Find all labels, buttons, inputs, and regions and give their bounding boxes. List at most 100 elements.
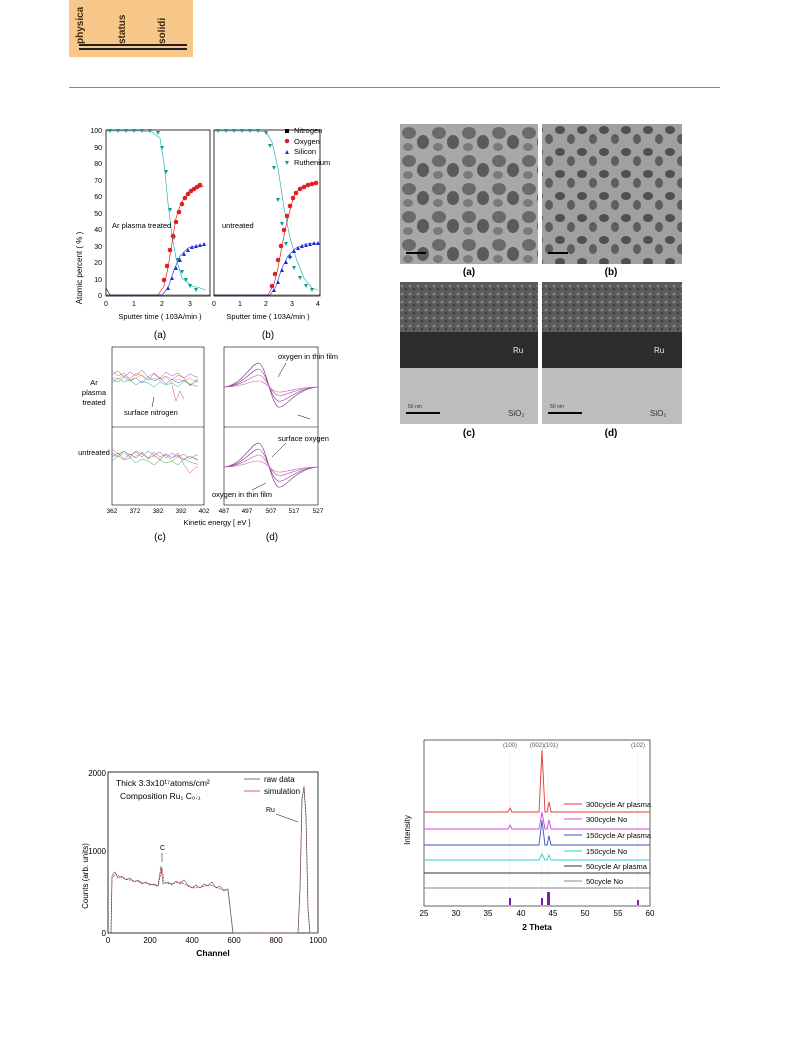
caption-c: (c) <box>154 532 166 543</box>
oxygen-markers-a <box>161 182 203 283</box>
xrd-peak-002-101: (002)(101) <box>530 743 558 749</box>
rbs-x-label: Channel <box>196 948 230 958</box>
xrd-x-label: 2 Theta <box>522 922 552 932</box>
x-tick: 1 <box>132 301 136 308</box>
x-tick: 1000 <box>309 936 327 945</box>
rbs-legend-raw: raw data <box>264 775 295 784</box>
panel-c-top-label: Ar <box>90 378 98 387</box>
rbs-peak-c-label: C <box>160 845 165 852</box>
tem-caption-a: (a) <box>463 267 475 278</box>
x-tick: 382 <box>153 508 164 515</box>
legend-oxygen: Oxygen <box>294 137 320 146</box>
sio2-label-c: SiO₂ <box>508 409 524 418</box>
y-tick: 10 <box>94 277 102 284</box>
x-tick: 0 <box>104 301 108 308</box>
panel-c-spectra <box>111 369 198 474</box>
logo-bar <box>79 44 187 46</box>
y-tick: 1000 <box>88 847 106 856</box>
rbs-peak-ru-label: Ru <box>266 807 275 814</box>
sio2-label-d: SiO₂ <box>650 409 666 418</box>
rbs-title-line1: Thick 3.3x10¹⁷atoms/cm² <box>116 778 210 788</box>
x-tick: 362 <box>107 508 118 515</box>
ruthenium-markers-a <box>108 129 198 292</box>
panel-a-x-label: Sputter time ( 103A/min ) <box>118 312 202 321</box>
x-tick: 527 <box>313 508 324 515</box>
legend-ruthenium: Ruthenium <box>294 158 330 167</box>
panel-d-spectra <box>223 362 319 488</box>
kinetic-energy-label: Kinetic energy [ eV ] <box>183 518 250 527</box>
xrd-reference-bars <box>509 892 639 905</box>
legend-silicon: Silicon <box>294 147 316 156</box>
depth-profile-legend: Nitrogen Oxygen Silicon Ruthenium <box>284 126 330 167</box>
caption-d: (d) <box>266 532 278 543</box>
panel-c-bottom-label: untreated <box>78 448 110 457</box>
tem-figure: (a) (b) Ru Ru SiO₂ SiO₂ 50 nm 50 nm (c) … <box>400 124 682 439</box>
tem-image-d <box>542 282 682 424</box>
header-rule <box>69 87 720 88</box>
surface-oxygen-annotation: surface oxygen <box>278 434 329 443</box>
y-tick: 60 <box>94 194 102 201</box>
oxygen-thin-film-annotation-1: oxygen in thin film <box>278 352 338 361</box>
logo-word-2: status <box>117 14 128 44</box>
ru-label-c: Ru <box>513 346 523 355</box>
xrd-peak-102: (102) <box>631 743 645 749</box>
y-tick: 0 <box>98 293 102 300</box>
x-tick: 30 <box>452 909 461 918</box>
x-tick: 497 <box>242 508 253 515</box>
oxygen-markers-b <box>269 180 319 289</box>
y-tick: 100 <box>90 128 102 135</box>
xrd-peak-100: (100) <box>503 743 517 749</box>
xrd-legend-item: 150cycle Ar plasma <box>586 831 652 840</box>
x-tick: 200 <box>143 936 157 945</box>
panel-d-frame <box>223 346 319 506</box>
x-tick: 60 <box>646 909 655 918</box>
y-axis-label: Atomic percent ( % ) <box>75 231 84 304</box>
rbs-y-label: Counts (arb. units) <box>81 843 90 909</box>
rbs-frame <box>107 771 319 934</box>
oxygen-thin-film-annotation-2: oxygen in thin film <box>212 490 272 499</box>
surface-nitrogen-annotation: surface nitrogen <box>124 408 178 417</box>
xrd-legend-item: 150cycle No <box>586 847 627 856</box>
y-tick: 40 <box>94 227 102 234</box>
y-tick: 2000 <box>88 769 106 778</box>
panel-b-frame <box>213 129 321 297</box>
rbs-title-line2: Composition Ru₁ C₀.₁ <box>120 791 201 801</box>
x-tick: 3 <box>290 301 294 308</box>
x-tick: 392 <box>176 508 187 515</box>
logo-word-3: solidi <box>157 17 168 44</box>
xrd-legend-item: 300cycle No <box>586 815 627 824</box>
scale-label-c: 50 nm <box>408 404 422 410</box>
x-tick: 0 <box>212 301 216 308</box>
y-tick: 80 <box>94 161 102 168</box>
legend-nitrogen: Nitrogen <box>294 126 322 135</box>
aes-spectra-figure: Ar plasma treated untreated surface nitr… <box>78 346 338 543</box>
logo-bar-2 <box>79 48 187 50</box>
y-tick: 50 <box>94 211 102 218</box>
tem-image-a <box>400 124 538 264</box>
x-tick: 372 <box>130 508 141 515</box>
caption-a: (a) <box>154 330 166 341</box>
x-tick: 487 <box>219 508 230 515</box>
y-tick: 70 <box>94 178 102 185</box>
y-tick: 0 <box>102 929 107 938</box>
rbs-figure: Counts (arb. units) 2000 1000 0 0 200 40… <box>81 769 327 958</box>
x-tick: 0 <box>106 936 111 945</box>
tem-caption-d: (d) <box>605 428 618 439</box>
xrd-y-label: Intensity <box>403 815 412 845</box>
rbs-simulation-line <box>110 787 318 934</box>
caption-b: (b) <box>262 330 274 341</box>
x-tick: 400 <box>185 936 199 945</box>
panel-b-x-label: Sputter time ( 103A/min ) <box>226 312 310 321</box>
x-tick: 600 <box>227 936 241 945</box>
x-tick: 800 <box>269 936 283 945</box>
tem-caption-c: (c) <box>463 428 475 439</box>
x-tick: 2 <box>264 301 268 308</box>
silicon-markers-b <box>272 241 320 292</box>
x-tick: 3 <box>188 301 192 308</box>
panel-c-frame <box>111 346 205 506</box>
svg-text:plasma: plasma <box>82 388 107 397</box>
x-tick: 517 <box>289 508 300 515</box>
rbs-legend-simulation: simulation <box>264 787 300 796</box>
x-tick: 25 <box>420 909 429 918</box>
depth-profile-figure: Atomic percent ( % ) 100 90 80 70 60 50 … <box>75 126 330 341</box>
